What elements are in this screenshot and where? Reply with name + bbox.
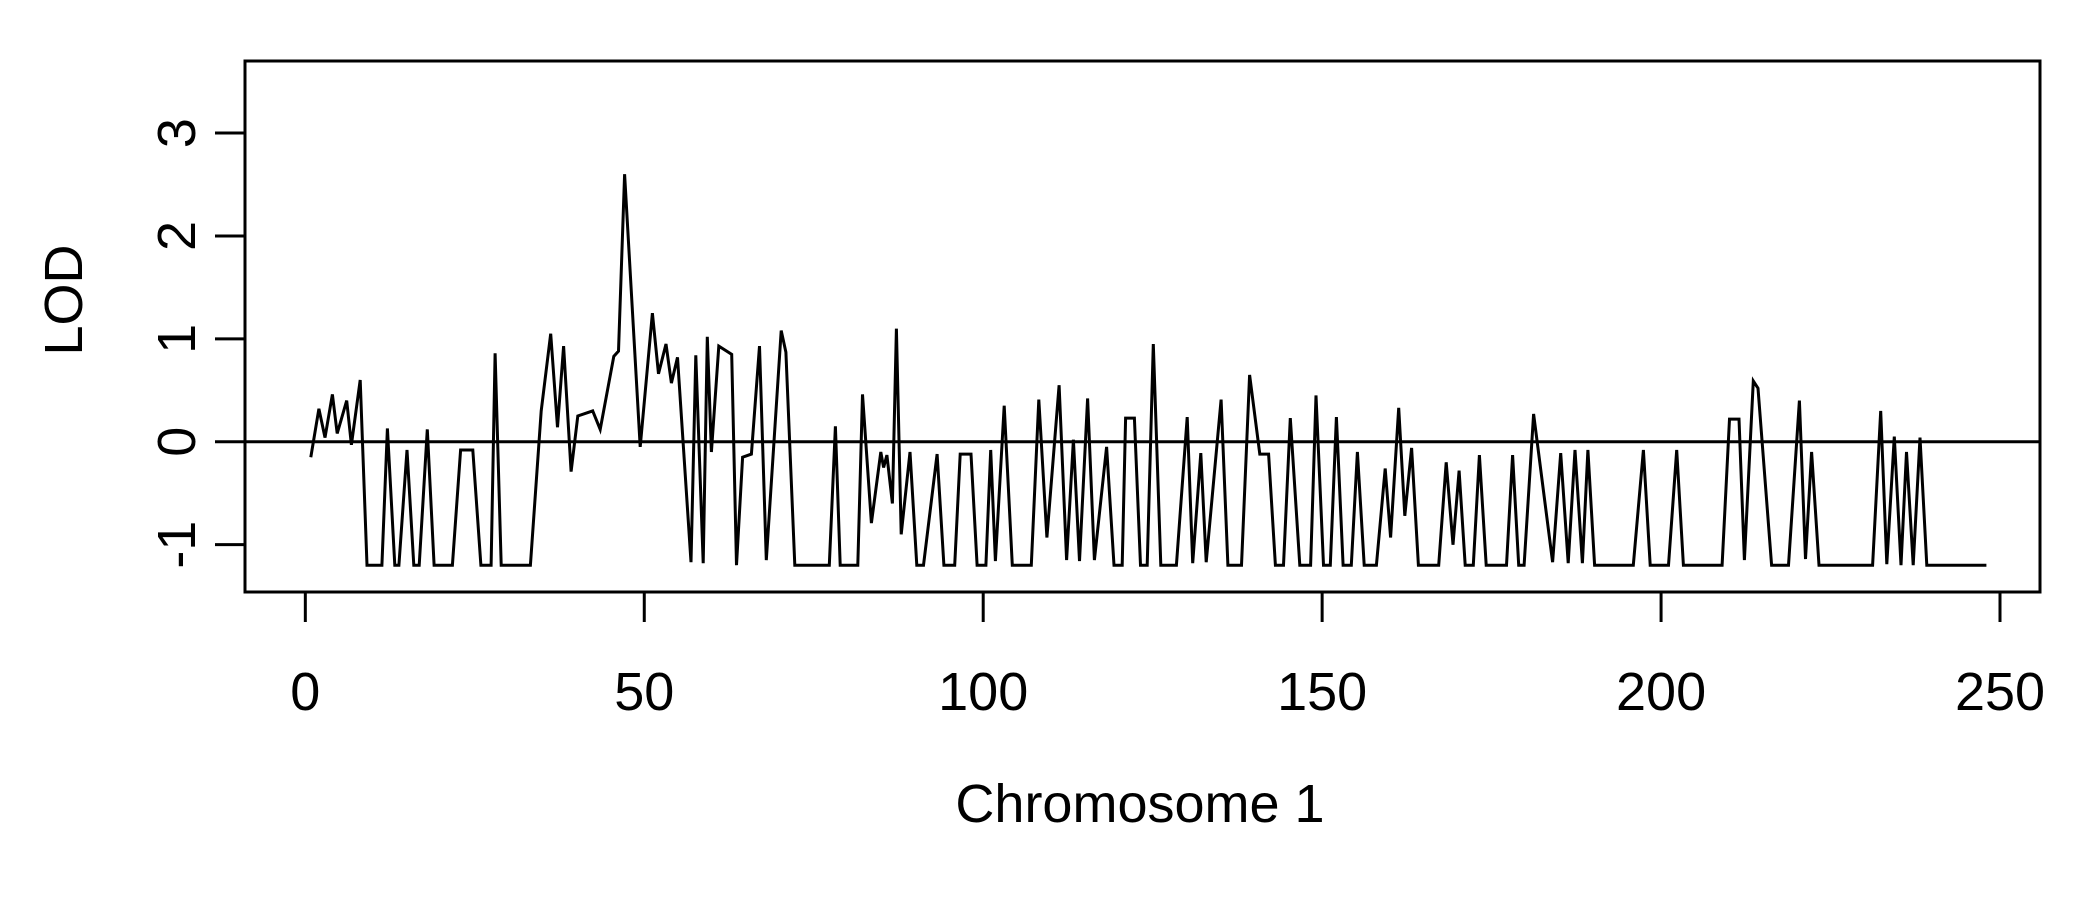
x-tick-label: 200 [1616,662,1706,722]
y-tick-label: 0 [147,427,207,457]
x-tick-label: 250 [1955,662,2045,722]
axis-ticks: 0 50 100 150 200 250 -1 0 1 2 3 [147,118,2045,722]
x-tick-label: 150 [1277,662,1367,722]
plot-box [243,59,2042,594]
lod-curve [245,174,2040,567]
x-tick-label: 50 [614,662,674,722]
x-tick-label: 0 [290,662,320,722]
y-tick-label: -1 [147,521,207,569]
x-tick-label: 100 [938,662,1028,722]
y-tick-label: 2 [147,221,207,251]
y-tick-label: 1 [147,324,207,354]
y-axis-label: LOD [34,244,94,355]
y-tick-label: 3 [147,118,207,148]
x-axis-label: Chromosome 1 [955,774,1324,834]
lod-series [309,174,1987,567]
